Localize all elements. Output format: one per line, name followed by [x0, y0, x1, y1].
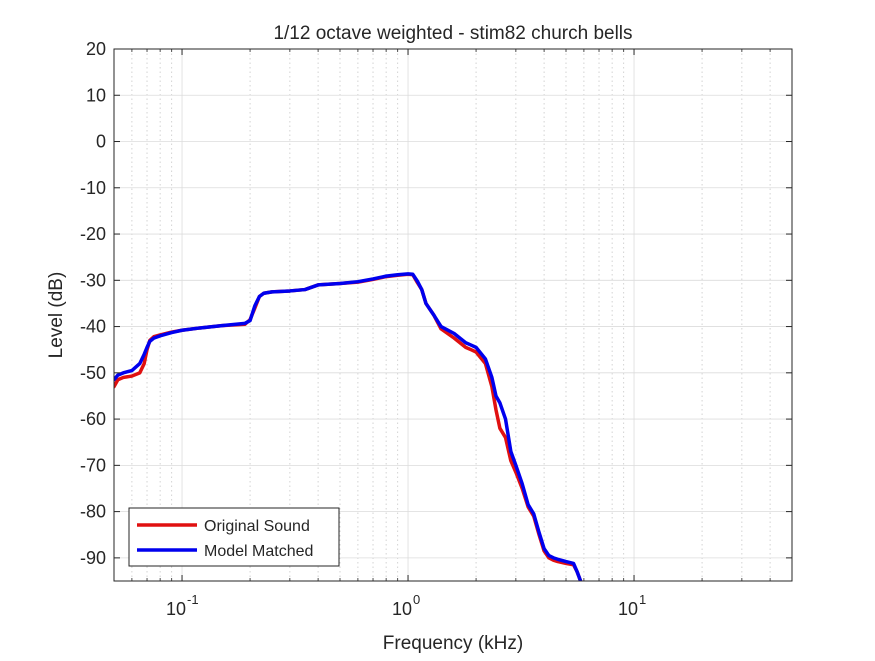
y-tick-label: 20 — [86, 39, 106, 59]
legend: Original Sound Model Matched — [128, 507, 340, 567]
x-tick-exponent: -1 — [187, 592, 199, 607]
series-line-model-matched — [114, 272, 583, 581]
plot-area — [114, 49, 792, 581]
chart-title: 1/12 octave weighted - stim82 church bel… — [273, 23, 632, 44]
y-tick-label: -20 — [80, 224, 106, 244]
series-layer — [114, 272, 583, 581]
y-axis-label: Level (dB) — [46, 272, 67, 359]
axis-ticks — [113, 48, 793, 581]
x-tick-exponent: 1 — [639, 592, 646, 607]
x-tick-base: 10 — [618, 599, 638, 619]
y-tick-label: -80 — [80, 502, 106, 522]
legend-label: Original Sound — [204, 518, 310, 535]
tick-labels: 10 -1 10 0 10 120100-10-20-30-40-50-60-70-80-… — [80, 39, 646, 619]
x-tick-label: 10 1 — [618, 592, 646, 619]
y-tick-label: -70 — [80, 455, 106, 475]
x-tick-label: 10 -1 — [166, 592, 199, 619]
y-tick-label: -50 — [80, 363, 106, 383]
x-tick-label: 10 0 — [392, 592, 420, 619]
x-axis-label: Frequency (kHz) — [383, 633, 523, 654]
y-tick-label: -10 — [80, 178, 106, 198]
x-tick-exponent: 0 — [413, 592, 420, 607]
y-tick-label: -40 — [80, 317, 106, 337]
y-tick-label: -30 — [80, 270, 106, 290]
y-tick-label: -60 — [80, 409, 106, 429]
plot-frame — [113, 48, 793, 582]
y-tick-label: 0 — [96, 132, 106, 152]
x-tick-base: 10 — [166, 599, 186, 619]
y-tick-label: 10 — [86, 85, 106, 105]
legend-box — [128, 507, 340, 567]
y-tick-label: -90 — [80, 548, 106, 568]
x-tick-base: 10 — [392, 599, 412, 619]
legend-label: Model Matched — [204, 543, 313, 560]
